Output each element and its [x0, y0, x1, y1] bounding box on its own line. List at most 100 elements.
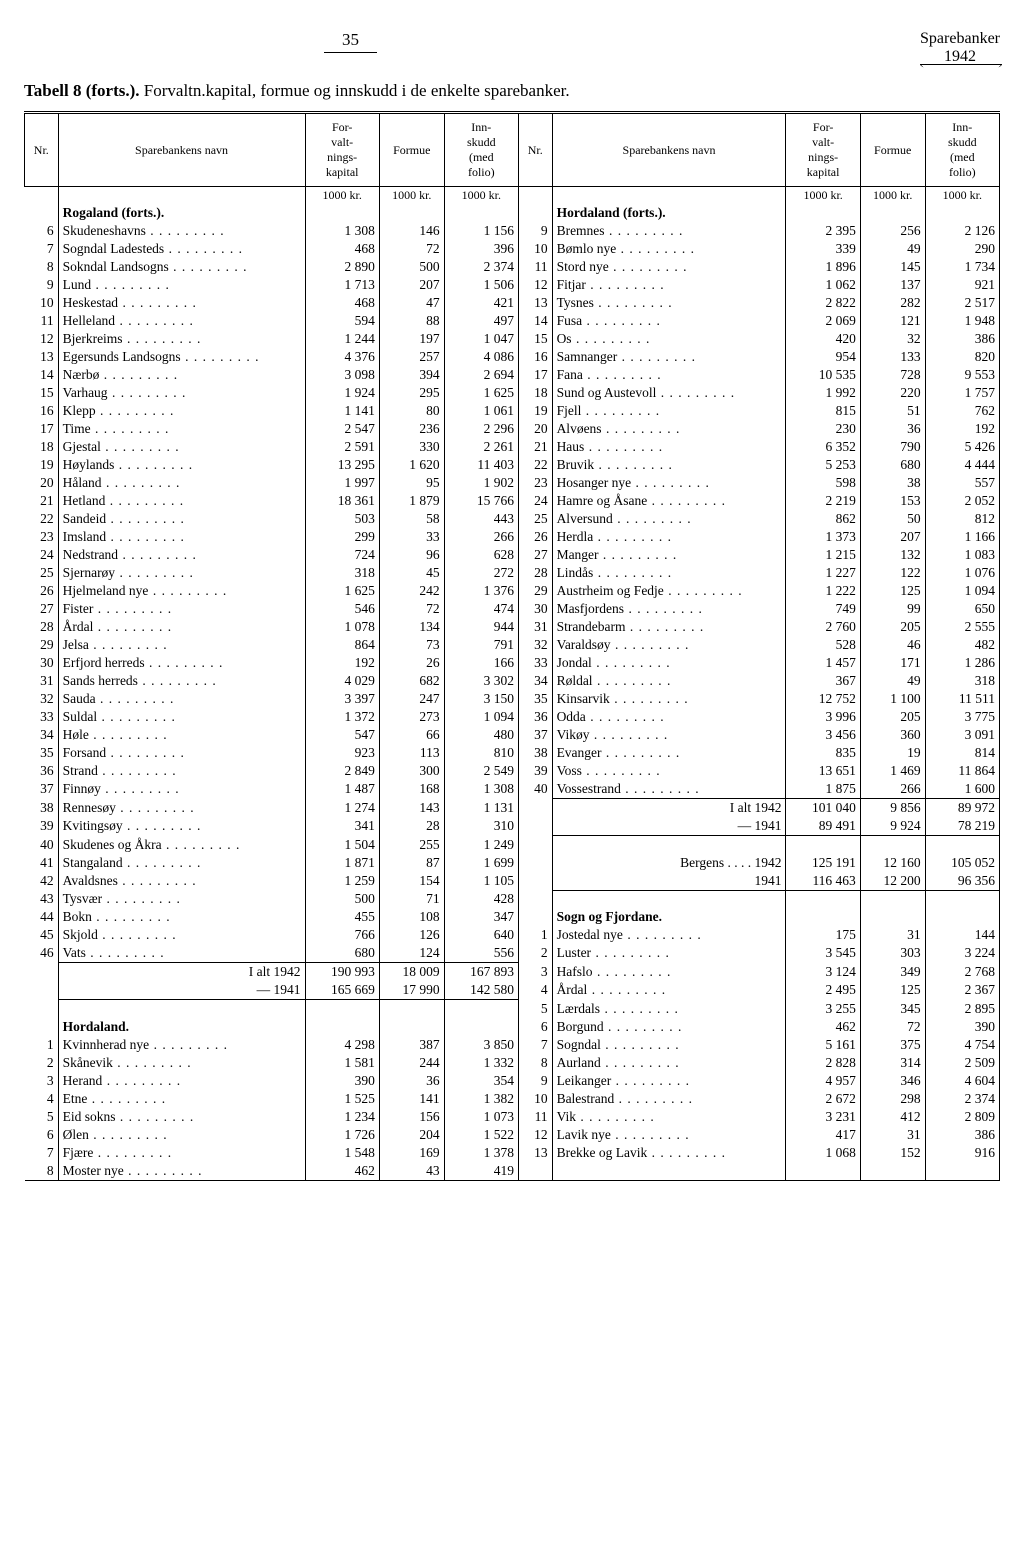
bank-name: Hamre og Åsane — [552, 492, 786, 510]
row-nr: 15 — [518, 330, 552, 348]
formue-value: 49 — [860, 672, 925, 690]
table-row: 7Sogndal Ladesteds4687239610Bømlo nye339… — [25, 240, 1000, 258]
cap-value: 1 227 — [786, 564, 860, 582]
formue-value: 330 — [379, 438, 444, 456]
formue-value: 108 — [379, 908, 444, 926]
cap-value: 192 — [305, 654, 379, 672]
cap-value: 1 726 — [305, 1126, 379, 1144]
table-row: 2Skånevik1 5812441 3328Aurland2 8283142 … — [25, 1054, 1000, 1072]
table-row: 14Nærbø3 0983942 69417Fana10 5357289 553 — [25, 366, 1000, 384]
bank-name: Sandeid — [58, 510, 305, 528]
bank-name: Lavik nye — [552, 1126, 786, 1144]
inn-value: 791 — [444, 636, 518, 654]
formue-value: 58 — [379, 510, 444, 528]
formue-value: 145 — [860, 258, 925, 276]
row-nr: 11 — [25, 312, 59, 330]
row-nr: 2 — [518, 944, 552, 963]
formue-value: 72 — [860, 1018, 925, 1036]
col-nr-2: Nr. — [518, 113, 552, 187]
total-inn: 105 052 — [925, 854, 999, 872]
cap-value: 1 372 — [305, 708, 379, 726]
cap-value: 1 896 — [786, 258, 860, 276]
table-row: Rogaland (forts.).Hordaland (forts.). — [25, 204, 1000, 222]
row-nr: 7 — [25, 240, 59, 258]
bank-name: Høylands — [58, 456, 305, 474]
cap-value: 13 295 — [305, 456, 379, 474]
row-nr: 39 — [25, 817, 59, 836]
cap-value: 462 — [786, 1018, 860, 1036]
row-nr: 25 — [518, 510, 552, 528]
total-inn: 89 972 — [925, 799, 999, 818]
cap-value: 1 234 — [305, 1108, 379, 1126]
cap-value: 13 651 — [786, 762, 860, 780]
formue-value: 36 — [379, 1072, 444, 1090]
formue-value: 32 — [860, 330, 925, 348]
row-nr: 30 — [518, 600, 552, 618]
table-row: 40Skudenes og Åkra1 5042551 249 — [25, 836, 1000, 854]
row-nr: 8 — [518, 1054, 552, 1072]
inn-value: 396 — [444, 240, 518, 258]
cap-value: 2 495 — [786, 981, 860, 1000]
cap-value: 339 — [786, 240, 860, 258]
inn-value: 386 — [925, 1126, 999, 1144]
row-nr: 22 — [518, 456, 552, 474]
bank-name: Tysvær — [58, 890, 305, 908]
row-nr: 18 — [25, 438, 59, 456]
bank-name: Bremnes — [552, 222, 786, 240]
cap-value: 1 997 — [305, 474, 379, 492]
bank-name: Sokndal Landsogns — [58, 258, 305, 276]
row-nr: 8 — [25, 258, 59, 276]
formue-value: 146 — [379, 222, 444, 240]
table-row: 3Herand390363549Leikanger4 9573464 604 — [25, 1072, 1000, 1090]
total-formue: 9 924 — [860, 817, 925, 836]
bank-name: Bjerkreims — [58, 330, 305, 348]
bank-name: Vik — [552, 1108, 786, 1126]
bank-name: Eid sokns — [58, 1108, 305, 1126]
row-nr: 11 — [518, 258, 552, 276]
cap-value: 1 487 — [305, 780, 379, 799]
cap-value: 2 822 — [786, 294, 860, 312]
formue-value: 156 — [379, 1108, 444, 1126]
bank-name: Tysnes — [552, 294, 786, 312]
bank-name: Luster — [552, 944, 786, 963]
inn-value: 921 — [925, 276, 999, 294]
row-nr: 36 — [25, 762, 59, 780]
cap-value: 2 069 — [786, 312, 860, 330]
inn-value: 15 766 — [444, 492, 518, 510]
total-cap: 165 669 — [305, 981, 379, 1000]
formue-value: 1 100 — [860, 690, 925, 708]
formue-value: 220 — [860, 384, 925, 402]
table-row: 30Erfjord herreds1922616633Jondal1 45717… — [25, 654, 1000, 672]
formue-value: 96 — [379, 546, 444, 564]
inn-value: 1 902 — [444, 474, 518, 492]
inn-value: 5 426 — [925, 438, 999, 456]
bank-name: Moster nye — [58, 1162, 305, 1181]
formue-value: 121 — [860, 312, 925, 330]
formue-value: 95 — [379, 474, 444, 492]
row-nr: 26 — [25, 582, 59, 600]
inn-value: 1 105 — [444, 872, 518, 891]
table-row: 45Skjold7661266401Jostedal nye17531144 — [25, 926, 1000, 944]
row-nr: 11 — [518, 1108, 552, 1126]
col-inn-2: Inn- skudd (med folio) — [925, 113, 999, 187]
total-cap: 89 491 — [786, 817, 860, 836]
inn-value: 386 — [925, 330, 999, 348]
row-nr: 10 — [518, 240, 552, 258]
inn-value: 11 864 — [925, 762, 999, 780]
row-nr: 17 — [25, 420, 59, 438]
formue-value: 204 — [379, 1126, 444, 1144]
cap-value: 1 992 — [786, 384, 860, 402]
inn-value: 2 809 — [925, 1108, 999, 1126]
inn-value: 1 506 — [444, 276, 518, 294]
bank-name: Evanger — [552, 744, 786, 762]
formue-value: 257 — [379, 348, 444, 366]
inn-value: 4 086 — [444, 348, 518, 366]
formue-value: 205 — [860, 708, 925, 726]
formue-value: 126 — [379, 926, 444, 944]
table-body: 1000 kr.1000 kr.1000 kr.1000 kr.1000 kr.… — [25, 187, 1000, 1181]
bank-name: Hafslo — [552, 963, 786, 982]
bank-name: Strandebarm — [552, 618, 786, 636]
inn-value: 1 757 — [925, 384, 999, 402]
formue-value: 122 — [860, 564, 925, 582]
formue-value: 66 — [379, 726, 444, 744]
